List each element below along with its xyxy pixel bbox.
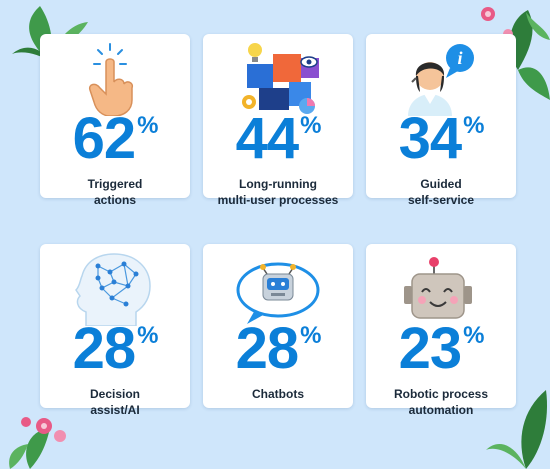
- support-agent-icon: i: [408, 44, 474, 116]
- stat-value: 28%: [72, 316, 159, 381]
- stat-value: 62%: [72, 106, 159, 171]
- stat-card-triggered-actions: 62% Triggered actions: [40, 34, 190, 207]
- chatbot-bubble-icon: [236, 262, 320, 324]
- stat-value: 23%: [398, 316, 485, 381]
- stat-label: Long-running multi-user processes: [217, 177, 339, 207]
- stat-card-long-running-processes: 44% Long-running multi-user processes: [203, 34, 353, 207]
- stat-label: Triggered actions: [87, 177, 143, 207]
- stat-value: 34%: [398, 106, 485, 171]
- stat-card-decision-assist-ai: 28% Decision assist/AI: [40, 244, 190, 417]
- stat-card-robotic-process-automation: 23% Robotic process automation: [366, 244, 516, 417]
- svg-text:i: i: [457, 48, 462, 68]
- leaf-decoration-bottom-right: [486, 390, 548, 469]
- stat-label: Chatbots: [252, 387, 304, 401]
- ai-brain-icon: [75, 253, 151, 326]
- stat-card-chatbots: 28% Chatbots: [203, 244, 353, 408]
- flower-decoration-bottom-left: [9, 417, 66, 469]
- stat-value: 28%: [235, 316, 322, 381]
- puzzle-collaboration-icon: [242, 43, 319, 114]
- stat-label: Guided self-service: [407, 177, 475, 207]
- stat-value: 44%: [235, 106, 322, 171]
- stat-card-guided-self-service: i 34% Guided self-service: [366, 34, 516, 207]
- tap-hand-icon: [88, 43, 134, 116]
- robot-head-icon: [404, 257, 472, 319]
- stat-label: Decision assist/AI: [89, 387, 140, 417]
- stat-label: Robotic process automation: [393, 387, 489, 417]
